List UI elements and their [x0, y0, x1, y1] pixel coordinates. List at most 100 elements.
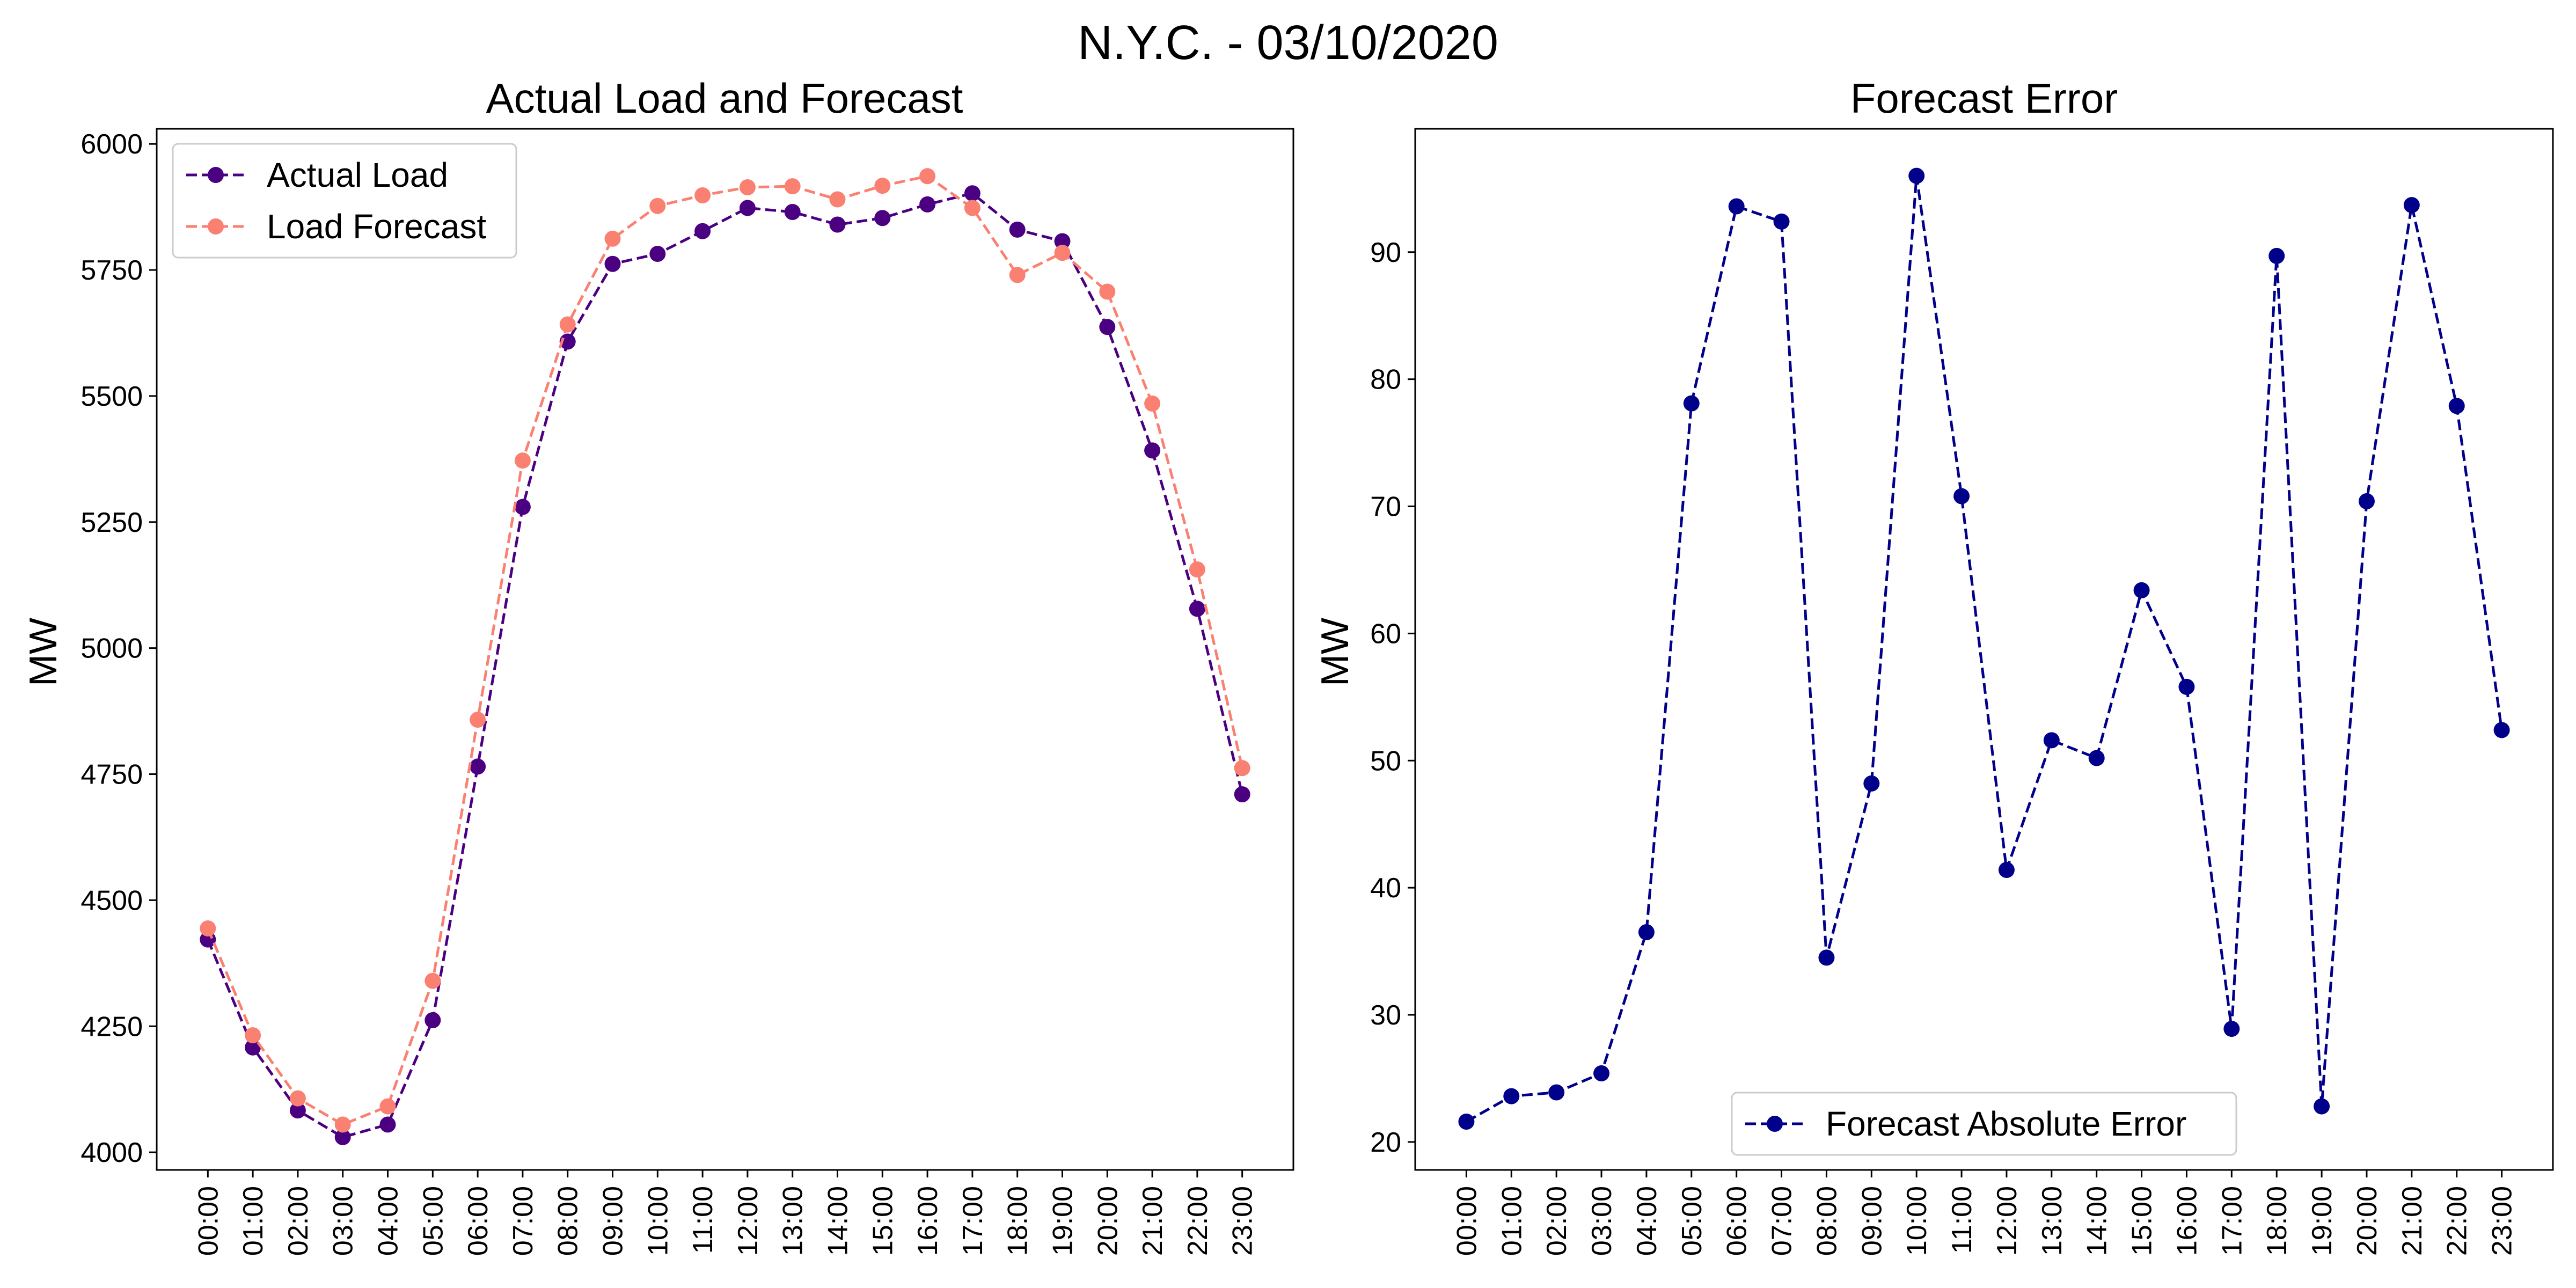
y-tick-label: 5750	[80, 255, 143, 286]
data-point	[1863, 775, 1880, 792]
legend-error: Forecast Absolute Error	[1731, 1092, 2237, 1156]
data-point	[1009, 267, 1026, 283]
x-tick-label: 20:00	[1092, 1186, 1123, 1256]
data-point	[1548, 1084, 1565, 1101]
y-tick-label: 90	[1370, 237, 1401, 268]
series-error	[1458, 167, 2510, 1130]
data-point	[739, 179, 756, 195]
data-point	[334, 1116, 351, 1133]
x-tick-label: 15:00	[867, 1186, 898, 1256]
data-point	[964, 185, 980, 202]
data-point	[425, 1012, 441, 1028]
x-tick-label: 21:00	[2397, 1186, 2428, 1256]
data-point	[1908, 167, 1925, 184]
data-point	[334, 1129, 351, 1145]
x-tick-label: 19:00	[2307, 1186, 2338, 1256]
data-point	[559, 316, 576, 333]
data-point	[245, 1027, 261, 1044]
data-point	[2088, 750, 2105, 766]
x-tick-label: 11:00	[687, 1186, 719, 1254]
data-point	[289, 1090, 306, 1107]
data-point	[1234, 760, 1250, 777]
data-point	[1503, 1088, 1520, 1104]
axes-load: 4000 4250 4500 4750 5000 5250 5500 5750 6000 00:0…	[80, 128, 1294, 1256]
x-tick-label: 12:00	[1992, 1186, 2023, 1256]
data-point	[2223, 1021, 2240, 1037]
legend-marker	[1767, 1116, 1783, 1132]
axes-error: 20 30 40 50 60 70 80 90 00:00 01:00 02:00 03:00 04:0…	[1370, 128, 2554, 1256]
x-tick-label: 00:00	[193, 1186, 224, 1256]
data-point	[2043, 732, 2060, 749]
x-tick-label: 05:00	[1677, 1186, 1708, 1256]
x-tick-label: 01:00	[238, 1186, 269, 1256]
legend-label: Load Forecast	[267, 207, 486, 246]
axes-frame-load	[156, 128, 1294, 1171]
y-tick-label: 5000	[80, 633, 143, 664]
data-point	[874, 210, 891, 226]
x-tick-label: 11:00	[1946, 1186, 1978, 1254]
series-load	[200, 168, 1250, 1145]
x-tick-label: 00:00	[1451, 1186, 1482, 1256]
legend-box	[172, 143, 517, 259]
figure-title: N.Y.C. - 03/10/2020	[1078, 16, 1498, 70]
x-tick-label: 18:00	[1002, 1186, 1034, 1256]
data-point	[514, 452, 531, 469]
x-tick-label: 02:00	[1541, 1186, 1572, 1256]
data-point	[2314, 1098, 2330, 1115]
x-tick-label: 04:00	[373, 1186, 404, 1256]
data-point	[1099, 319, 1116, 335]
x-tick-label: 23:00	[2487, 1186, 2518, 1256]
x-tick-label: 02:00	[283, 1186, 314, 1256]
x-tick-label: 10:00	[642, 1186, 674, 1256]
data-point	[2268, 247, 2285, 264]
data-point	[379, 1098, 396, 1115]
x-tick-label: 13:00	[2037, 1186, 2068, 1256]
data-point	[829, 191, 846, 208]
data-point	[1189, 561, 1205, 578]
legend-box	[1731, 1092, 2237, 1156]
data-point	[1593, 1065, 1610, 1081]
data-point	[1189, 601, 1205, 617]
y-tick-label: 4750	[80, 759, 143, 791]
x-tick-label: 06:00	[463, 1186, 494, 1256]
y-tick-label: 80	[1370, 364, 1401, 396]
y-tick-label: 6000	[80, 129, 143, 160]
data-point	[2493, 722, 2510, 738]
data-point	[1009, 221, 1026, 238]
y-axis-label-error: MW	[1314, 618, 1357, 686]
data-point	[2178, 678, 2195, 695]
x-tick-label: 21:00	[1137, 1186, 1168, 1256]
x-tick-label: 07:00	[508, 1186, 539, 1256]
data-point	[649, 197, 666, 214]
x-tick-label: 04:00	[1631, 1186, 1663, 1256]
legend-label: Actual Load	[267, 156, 448, 194]
data-point	[919, 168, 936, 185]
data-point	[874, 178, 891, 194]
x-tick-label: 17:00	[2216, 1186, 2248, 1256]
data-point	[1099, 283, 1116, 300]
panel-title-load: Actual Load and Forecast	[486, 75, 963, 122]
series-line-error-0	[1466, 175, 2504, 1123]
y-tick-label: 70	[1370, 492, 1401, 523]
x-tick-label: 14:00	[2082, 1186, 2113, 1256]
y-tick-label: 40	[1370, 873, 1401, 904]
x-tick-label: 06:00	[1722, 1186, 1753, 1256]
x-tick-label: 12:00	[733, 1186, 764, 1256]
y-tick-label: 50	[1370, 745, 1401, 777]
data-point	[2403, 197, 2420, 214]
panel-title-error: Forecast Error	[1850, 75, 2118, 122]
data-point	[470, 712, 486, 728]
x-tick-label: 22:00	[1182, 1186, 1213, 1256]
x-tick-label: 03:00	[1586, 1186, 1618, 1256]
data-point	[1458, 1113, 1475, 1130]
x-tick-label: 10:00	[1901, 1186, 1933, 1256]
data-point	[1818, 949, 1835, 966]
data-point	[200, 920, 216, 936]
data-point	[2358, 493, 2375, 510]
data-point	[1054, 233, 1071, 250]
data-point	[425, 972, 441, 989]
data-point	[784, 178, 801, 195]
data-point	[1953, 488, 1970, 504]
y-tick-label: 60	[1370, 618, 1401, 649]
